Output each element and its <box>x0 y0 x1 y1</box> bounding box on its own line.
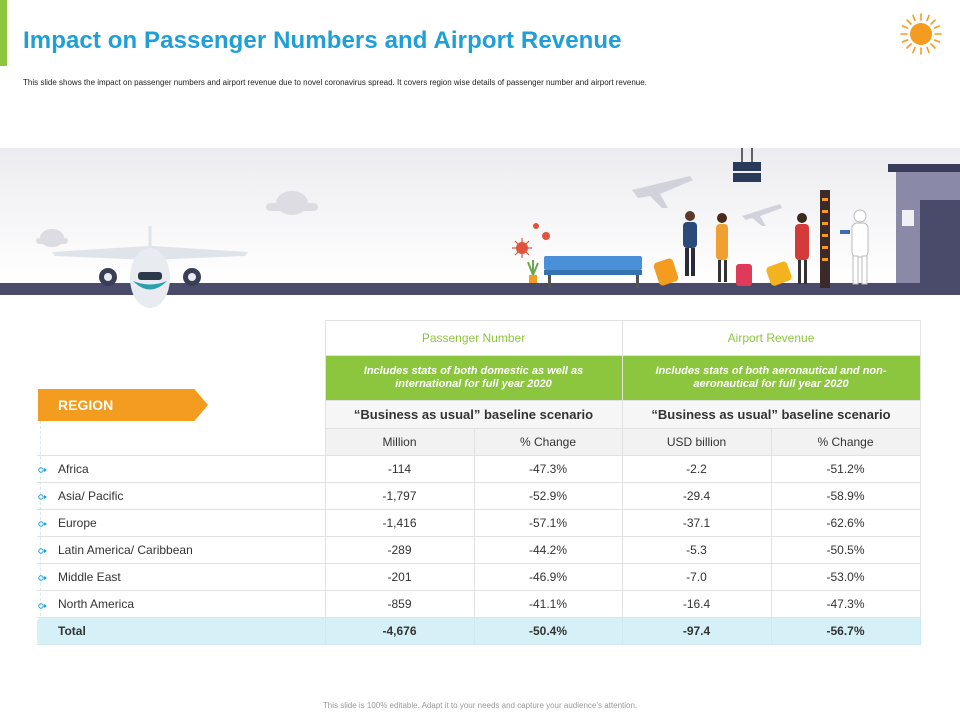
rev-change-cell: -58.9% <box>770 482 921 510</box>
airplane-icon <box>52 226 248 308</box>
group-header-passenger: Passenger Number <box>324 320 623 356</box>
rev-usd-cell: -37.1 <box>621 509 772 537</box>
sun-icon <box>900 13 942 55</box>
rev-usd-cell: -29.4 <box>621 482 772 510</box>
group-header-revenue: Airport Revenue <box>621 320 921 356</box>
rev-usd-cell: -2.2 <box>621 455 772 483</box>
pax-change-cell: -46.9% <box>473 563 623 591</box>
pax-million-cell: -201 <box>324 563 475 591</box>
travelers-icon <box>653 211 809 286</box>
region-tag: REGION <box>38 389 208 421</box>
pax-million-cell: -114 <box>324 455 475 483</box>
revenue-scenario: “Business as usual” baseline scenario <box>621 400 921 429</box>
departure-board-icon <box>733 148 761 182</box>
table-row: North America -859 -41.1% -16.4 -47.3% <box>37 590 921 618</box>
footer-note: This slide is 100% editable. Adapt it to… <box>322 701 638 710</box>
rev-usd-cell: -7.0 <box>621 563 772 591</box>
unit-header-pax-change: % Change <box>473 428 623 456</box>
page-subtitle: This slide shows the impact on passenger… <box>23 78 647 87</box>
runway-strip <box>0 283 960 295</box>
total-rev-change: -56.7% <box>770 617 921 645</box>
plane-silhouette-icon <box>632 176 782 226</box>
total-pax-million: -4,676 <box>324 617 475 645</box>
bench-icon <box>544 256 642 288</box>
impact-table: Passenger Number Airport Revenue Include… <box>37 320 921 645</box>
page-title: Impact on Passenger Numbers and Airport … <box>23 27 622 54</box>
total-label: Total <box>37 617 326 645</box>
unit-header-million: Million <box>324 428 475 456</box>
health-worker-icon <box>840 209 869 285</box>
rev-usd-cell: -16.4 <box>621 590 772 618</box>
region-cell: Africa <box>37 455 326 483</box>
bullet-arrow-icon <box>38 521 47 527</box>
security-scanner-icon <box>820 190 830 288</box>
bullet-arrow-icon <box>38 494 47 500</box>
terminal-icon <box>888 164 960 283</box>
region-cell: Latin America/ Caribbean <box>37 536 326 564</box>
pax-million-cell: -1,416 <box>324 509 475 537</box>
title-accent-bar <box>0 0 7 66</box>
unit-header-usd-billion: USD billion <box>621 428 772 456</box>
rev-change-cell: -62.6% <box>770 509 921 537</box>
virus-icon <box>512 223 550 258</box>
table-row: Latin America/ Caribbean -289 -44.2% -5.… <box>37 536 921 564</box>
pax-change-cell: -41.1% <box>473 590 623 618</box>
pax-change-cell: -57.1% <box>473 509 623 537</box>
bullet-arrow-icon <box>38 603 47 609</box>
pax-million-cell: -859 <box>324 590 475 618</box>
table-row: Africa -114 -47.3% -2.2 -51.2% <box>37 455 921 483</box>
unit-header-rev-change: % Change <box>770 428 921 456</box>
rev-usd-cell: -5.3 <box>621 536 772 564</box>
bullet-arrow-icon <box>38 548 47 554</box>
table-row: Europe -1,416 -57.1% -37.1 -62.6% <box>37 509 921 537</box>
rev-change-cell: -47.3% <box>770 590 921 618</box>
rev-change-cell: -50.5% <box>770 536 921 564</box>
revenue-description: Includes stats of both aeronautical and … <box>621 355 921 401</box>
region-cell: Middle East <box>37 563 326 591</box>
rev-change-cell: -51.2% <box>770 455 921 483</box>
bullet-arrow-icon <box>38 467 47 473</box>
passenger-scenario: “Business as usual” baseline scenario <box>324 400 623 429</box>
pax-change-cell: -47.3% <box>473 455 623 483</box>
pax-change-cell: -44.2% <box>473 536 623 564</box>
pax-million-cell: -289 <box>324 536 475 564</box>
region-cell: Asia/ Pacific <box>37 482 326 510</box>
plant-icon <box>527 260 539 283</box>
passenger-description: Includes stats of both domestic as well … <box>324 355 623 401</box>
region-cell: Europe <box>37 509 326 537</box>
region-cell: North America <box>37 590 326 618</box>
bullet-arrow-icon <box>38 575 47 581</box>
table-row: Asia/ Pacific -1,797 -52.9% -29.4 -58.9% <box>37 482 921 510</box>
pax-change-cell: -52.9% <box>473 482 623 510</box>
cloud-icon <box>36 191 318 247</box>
total-rev-usd: -97.4 <box>621 617 772 645</box>
total-pax-change: -50.4% <box>473 617 623 645</box>
total-row: Total -4,676 -50.4% -97.4 -56.7% <box>37 617 921 645</box>
rev-change-cell: -53.0% <box>770 563 921 591</box>
table-row: Middle East -201 -46.9% -7.0 -53.0% <box>37 563 921 591</box>
pax-million-cell: -1,797 <box>324 482 475 510</box>
airport-illustration <box>0 148 960 308</box>
